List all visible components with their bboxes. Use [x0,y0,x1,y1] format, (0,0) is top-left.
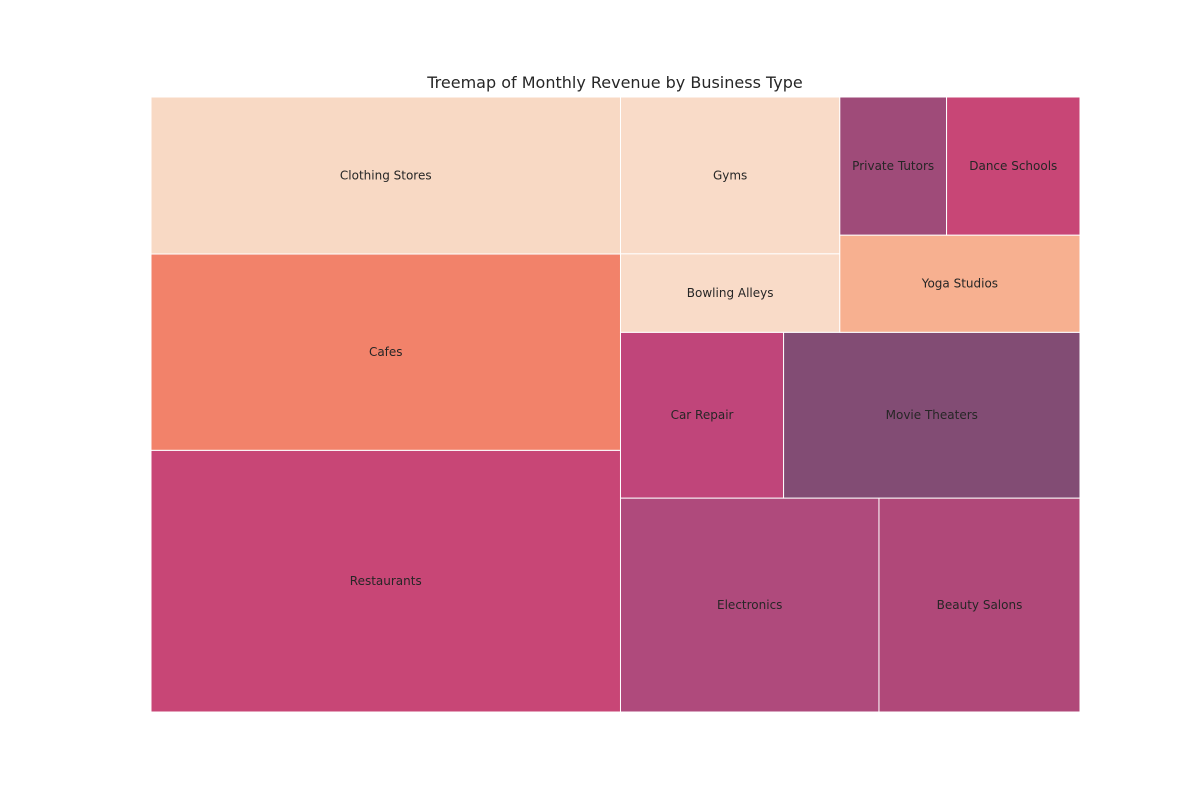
tile-label-private-tutors: Private Tutors [852,159,934,173]
tile-restaurants [150,449,621,713]
tile-label-yoga-studios: Yoga Studios [921,277,998,291]
tile-movie-theaters [783,331,1081,499]
tile-car-repair [619,331,785,499]
tile-gyms [619,96,841,255]
tile-label-gyms: Gyms [713,168,747,182]
tile-yoga-studios [839,234,1081,333]
tile-cafes [150,253,621,451]
tile-label-movie-theaters: Movie Theaters [886,408,978,422]
tile-clothing-stores [150,96,621,255]
tile-label-cafes: Cafes [369,345,403,359]
tile-label-beauty-salons: Beauty Salons [937,598,1023,612]
tile-label-electronics: Electronics [717,598,782,612]
tile-dance-schools [946,96,1081,236]
tile-label-dance-schools: Dance Schools [969,159,1057,173]
treemap-tiles: Restaurants Cafes Clothing Stores Electroni… [150,96,1081,713]
tile-label-car-repair: Car Repair [671,408,734,422]
tile-label-bowling-alleys: Bowling Alleys [687,286,774,300]
tile-bowling-alleys [619,253,841,333]
tile-label-clothing-stores: Clothing Stores [340,169,432,183]
chart-title: Treemap of Monthly Revenue by Business T… [426,73,803,92]
tile-beauty-salons [878,497,1081,713]
tile-label-restaurants: Restaurants [350,574,422,588]
tile-electronics [619,497,880,713]
